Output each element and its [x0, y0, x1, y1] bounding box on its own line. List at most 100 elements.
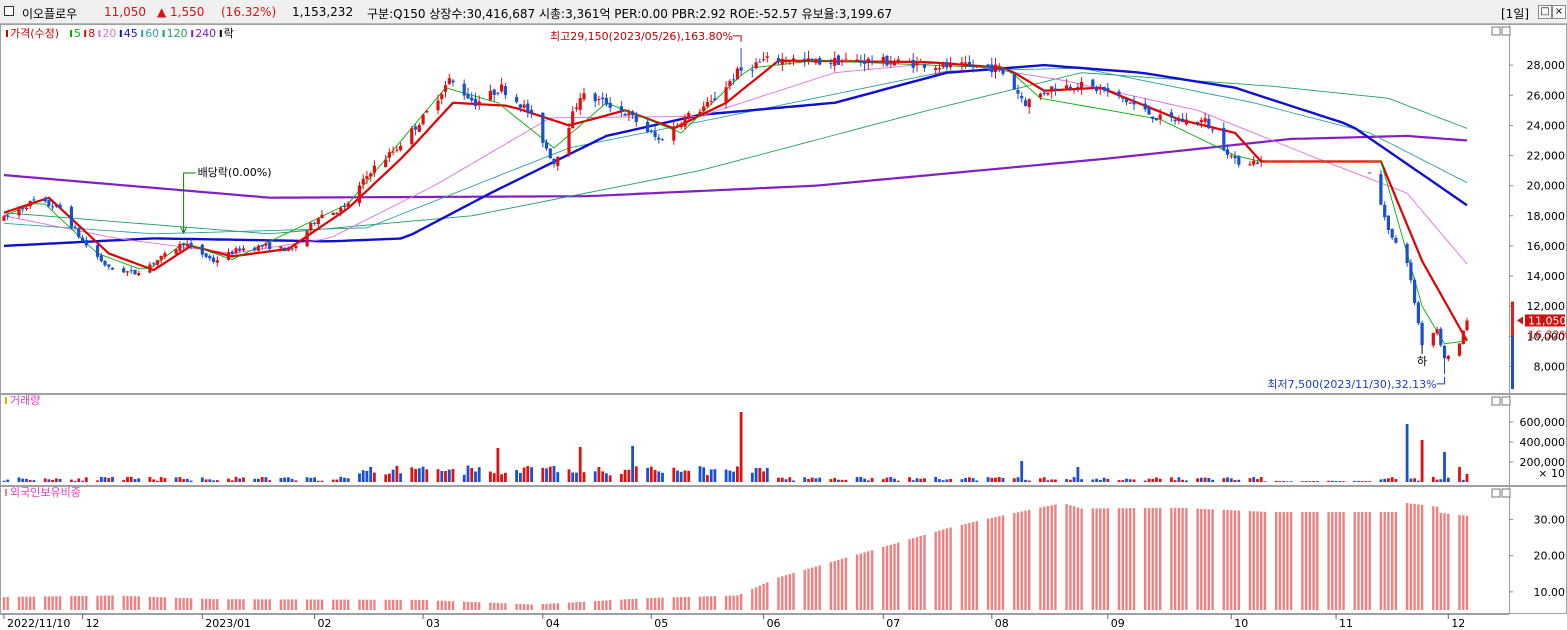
volume-bar	[1106, 478, 1110, 482]
foreign-bar	[698, 596, 702, 610]
volume-bar	[388, 473, 391, 482]
foreign-bar	[1001, 515, 1005, 610]
volume-bar	[1360, 481, 1364, 482]
foreign-bar	[833, 561, 836, 610]
candle-body	[159, 255, 163, 260]
foreign-legend-swatch	[5, 489, 7, 496]
date-tick-label: 09	[1111, 617, 1125, 630]
foreign-bar	[1361, 512, 1364, 610]
volume-bar	[208, 479, 212, 482]
candle-body	[1065, 85, 1069, 90]
volume-bar	[1435, 479, 1439, 482]
volume-bar	[1248, 478, 1252, 482]
foreign-bar	[470, 602, 473, 610]
foreign-bar	[713, 596, 717, 610]
candle-body	[552, 158, 556, 165]
legend-swatch	[141, 30, 144, 37]
candle-body	[1409, 262, 1413, 281]
volume-bar	[1233, 480, 1237, 482]
current-price-box	[1525, 314, 1565, 327]
foreign-bar	[395, 599, 399, 610]
candle-body	[791, 58, 796, 62]
foreign-bar	[234, 599, 238, 610]
panel-menu-icon[interactable]	[1491, 396, 1501, 406]
close-button[interactable]: ×	[1552, 5, 1566, 19]
legend-label: 240	[195, 27, 216, 40]
foreign-bar	[6, 596, 9, 610]
volume-bar	[253, 478, 257, 482]
dividend-arrowhead	[180, 226, 188, 235]
volume-bar	[1012, 478, 1016, 482]
volume-bar	[1132, 479, 1136, 482]
panel-close-icon[interactable]	[1501, 26, 1511, 36]
foreign-bar	[1462, 515, 1465, 610]
candle-body	[451, 80, 455, 83]
volume-bar	[1207, 478, 1211, 482]
foreign-bar	[1327, 512, 1330, 610]
foreign-bar	[844, 557, 848, 610]
foreign-bar	[855, 554, 859, 610]
volume-bar	[1076, 467, 1080, 482]
candle-body	[1095, 86, 1099, 91]
volume-bar	[758, 468, 762, 482]
candle-body	[182, 244, 186, 246]
price-axis: 8,000 10,000 12,000 14,000 16,000 18,000 20,00…	[1509, 59, 1565, 389]
panel-close-icon[interactable]	[1501, 396, 1511, 406]
volume-bar	[126, 477, 129, 482]
panel-menu-icon[interactable]	[1491, 488, 1501, 498]
period-label[interactable]: [1일]	[1501, 7, 1530, 21]
candle-body	[492, 89, 496, 95]
price-panel: 8,000 10,000 12,000 14,000 16,000 18,000 20,00…	[2, 30, 1567, 391]
candle-body	[1098, 88, 1102, 90]
foreign-bar	[317, 599, 320, 610]
volume-bar	[649, 466, 653, 482]
select-checkbox[interactable]	[4, 6, 14, 16]
stock-name: 이오플로우	[22, 7, 78, 21]
candle-body	[17, 209, 21, 216]
candle-body	[204, 253, 208, 257]
panel-close-icon[interactable]	[1501, 488, 1511, 498]
dividend-annotation: 배당락(0.00%)	[198, 166, 272, 179]
volume-bar	[1256, 479, 1259, 482]
volume-bar	[1431, 476, 1435, 482]
volume-bar	[938, 479, 941, 482]
volume-bar	[444, 471, 447, 482]
foreign-bar	[130, 596, 133, 610]
volume-bar	[242, 477, 245, 482]
volume-bar	[148, 477, 152, 482]
foreign-bar	[1413, 504, 1416, 610]
volume-bar	[968, 477, 971, 482]
candle-body	[713, 98, 717, 101]
candle-body	[335, 212, 339, 214]
candle-body	[313, 222, 317, 224]
candle-body	[178, 244, 182, 251]
volume-bar	[964, 478, 967, 482]
volume-bar	[313, 477, 316, 482]
volume-bar	[1312, 481, 1315, 482]
restore-button[interactable]: □	[1538, 5, 1552, 19]
candle-body	[1177, 119, 1181, 122]
volume-bar	[1390, 477, 1394, 482]
candle-body	[256, 245, 260, 251]
volume-bar	[1024, 479, 1027, 482]
candle-body	[541, 112, 545, 143]
price-range-marker-up	[1511, 301, 1514, 337]
foreign-bar	[811, 567, 814, 610]
volume-bar	[672, 467, 676, 482]
volume-bar	[739, 412, 743, 482]
foreign-bar	[960, 524, 964, 610]
candle-body	[646, 121, 650, 132]
candle-body	[1386, 215, 1390, 230]
volume-bar	[200, 477, 204, 482]
foreign-bar	[1125, 508, 1128, 610]
volume-bar	[1158, 478, 1162, 482]
candle-body	[84, 239, 88, 246]
volume-bar	[945, 479, 949, 482]
candle-body	[1416, 302, 1420, 324]
panel-menu-icon[interactable]	[1491, 26, 1501, 36]
candle-body	[1203, 118, 1207, 123]
candle-body	[77, 228, 81, 238]
volume-bar	[818, 477, 822, 482]
candle-body	[1259, 159, 1263, 163]
candle-body	[95, 245, 100, 257]
